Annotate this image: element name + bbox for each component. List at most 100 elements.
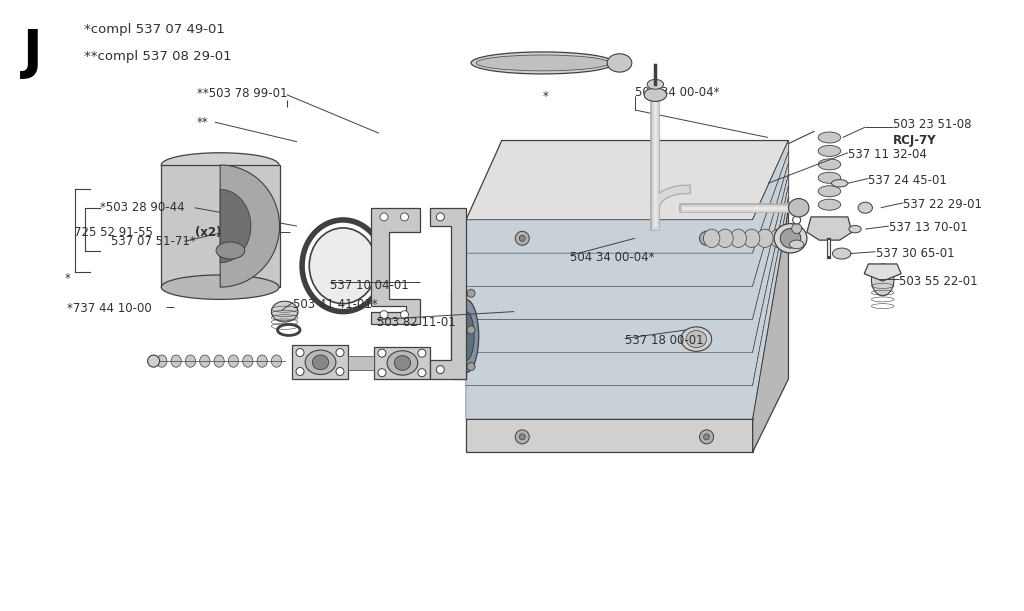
Ellipse shape <box>271 301 298 322</box>
Text: 537 07 51-71*: 537 07 51-71* <box>111 235 196 248</box>
Text: 537 11 32-04: 537 11 32-04 <box>848 148 927 161</box>
Ellipse shape <box>157 355 167 367</box>
Ellipse shape <box>453 299 479 373</box>
Ellipse shape <box>214 355 224 367</box>
Ellipse shape <box>243 355 253 367</box>
Circle shape <box>400 213 409 221</box>
Polygon shape <box>374 347 430 379</box>
Ellipse shape <box>271 355 282 367</box>
Ellipse shape <box>818 159 841 170</box>
Ellipse shape <box>717 229 733 247</box>
Ellipse shape <box>387 351 418 375</box>
Text: *: * <box>65 271 71 285</box>
Polygon shape <box>451 293 466 379</box>
Text: 725 52 91-55: 725 52 91-55 <box>74 225 157 239</box>
Text: 537 18 00-01: 537 18 00-01 <box>625 334 703 348</box>
Text: J: J <box>23 27 42 79</box>
Circle shape <box>699 232 714 245</box>
Ellipse shape <box>818 172 841 183</box>
Text: *compl 537 07 49-01: *compl 537 07 49-01 <box>84 23 225 36</box>
Circle shape <box>467 362 475 371</box>
Circle shape <box>147 355 160 367</box>
Ellipse shape <box>305 350 336 375</box>
Circle shape <box>699 430 714 444</box>
Ellipse shape <box>607 54 632 72</box>
Circle shape <box>418 368 426 377</box>
Ellipse shape <box>770 229 786 247</box>
Circle shape <box>467 326 475 334</box>
Ellipse shape <box>858 202 872 213</box>
Circle shape <box>418 349 426 357</box>
Ellipse shape <box>471 52 614 74</box>
Ellipse shape <box>833 248 851 259</box>
Ellipse shape <box>309 228 377 304</box>
Polygon shape <box>466 220 753 452</box>
Text: **: ** <box>197 115 208 129</box>
Circle shape <box>378 368 386 377</box>
Ellipse shape <box>171 355 181 367</box>
Circle shape <box>436 365 444 374</box>
Text: 504 34 00-04*: 504 34 00-04* <box>570 251 655 265</box>
Circle shape <box>378 349 386 357</box>
Circle shape <box>703 235 710 241</box>
Circle shape <box>336 348 344 357</box>
Ellipse shape <box>216 242 245 259</box>
Circle shape <box>519 434 525 440</box>
Ellipse shape <box>757 229 773 247</box>
Ellipse shape <box>730 229 746 247</box>
Ellipse shape <box>743 229 760 247</box>
Text: 537 10 04-01: 537 10 04-01 <box>330 279 409 292</box>
Text: **503 78 99-01: **503 78 99-01 <box>197 87 287 100</box>
Text: **compl 537 08 29-01: **compl 537 08 29-01 <box>84 50 231 63</box>
Ellipse shape <box>780 229 801 248</box>
Ellipse shape <box>818 199 841 210</box>
Ellipse shape <box>185 355 196 367</box>
Polygon shape <box>292 345 348 379</box>
Ellipse shape <box>849 225 861 233</box>
Ellipse shape <box>703 229 720 247</box>
Ellipse shape <box>818 132 841 143</box>
Ellipse shape <box>818 186 841 197</box>
Text: 537 30 65-01: 537 30 65-01 <box>876 247 954 260</box>
Circle shape <box>703 434 710 440</box>
Polygon shape <box>430 208 466 379</box>
Ellipse shape <box>458 312 474 360</box>
Ellipse shape <box>476 55 609 71</box>
Ellipse shape <box>818 145 841 156</box>
Polygon shape <box>466 186 788 386</box>
Circle shape <box>400 310 409 319</box>
Polygon shape <box>466 197 788 419</box>
Polygon shape <box>466 152 788 287</box>
Text: 503 82 11-01: 503 82 11-01 <box>377 316 456 329</box>
Text: 537 13 70-01: 537 13 70-01 <box>889 221 968 235</box>
Text: (x2): (x2) <box>195 225 221 239</box>
Text: 537 24 45-01: 537 24 45-01 <box>868 174 947 187</box>
Text: 503 23 51-08: 503 23 51-08 <box>893 118 972 131</box>
Circle shape <box>296 348 304 357</box>
Circle shape <box>515 232 529 245</box>
Polygon shape <box>348 356 374 370</box>
Circle shape <box>380 310 388 319</box>
Ellipse shape <box>788 199 809 217</box>
Text: 503 41 41-01*: 503 41 41-01* <box>293 298 378 311</box>
Ellipse shape <box>774 224 807 253</box>
Ellipse shape <box>200 355 210 367</box>
Polygon shape <box>371 208 420 324</box>
Polygon shape <box>864 264 901 281</box>
Polygon shape <box>220 189 251 263</box>
Polygon shape <box>466 163 788 320</box>
Ellipse shape <box>686 331 707 348</box>
Ellipse shape <box>790 240 804 249</box>
Ellipse shape <box>162 153 279 177</box>
Ellipse shape <box>644 88 667 101</box>
Ellipse shape <box>647 79 664 89</box>
Circle shape <box>436 213 444 221</box>
Polygon shape <box>753 141 788 452</box>
Ellipse shape <box>394 356 411 370</box>
Circle shape <box>380 213 388 221</box>
Text: 503 55 22-01: 503 55 22-01 <box>899 274 978 288</box>
Circle shape <box>515 430 529 444</box>
Text: 537 22 29-01: 537 22 29-01 <box>903 198 982 211</box>
Ellipse shape <box>871 264 894 296</box>
Circle shape <box>467 289 475 298</box>
